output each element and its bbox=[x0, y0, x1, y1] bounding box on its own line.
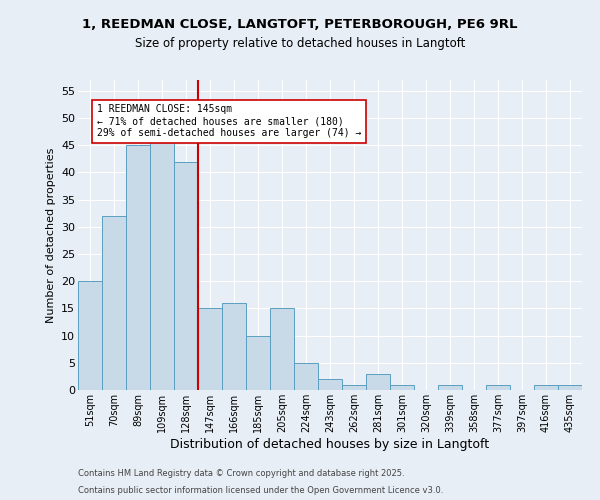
Bar bbox=[366, 374, 390, 390]
Bar bbox=[126, 146, 150, 390]
Bar bbox=[342, 384, 366, 390]
Bar bbox=[270, 308, 294, 390]
Bar bbox=[558, 384, 582, 390]
Text: Size of property relative to detached houses in Langtoft: Size of property relative to detached ho… bbox=[135, 38, 465, 51]
Bar bbox=[534, 384, 558, 390]
Bar bbox=[486, 384, 510, 390]
Bar bbox=[438, 384, 462, 390]
Bar bbox=[78, 281, 102, 390]
Bar bbox=[174, 162, 198, 390]
Bar bbox=[102, 216, 126, 390]
Bar bbox=[318, 379, 342, 390]
Bar bbox=[246, 336, 270, 390]
Text: Contains HM Land Registry data © Crown copyright and database right 2025.: Contains HM Land Registry data © Crown c… bbox=[78, 468, 404, 477]
Text: 1 REEDMAN CLOSE: 145sqm
← 71% of detached houses are smaller (180)
29% of semi-d: 1 REEDMAN CLOSE: 145sqm ← 71% of detache… bbox=[97, 104, 362, 138]
Bar bbox=[198, 308, 222, 390]
Bar bbox=[294, 363, 318, 390]
Text: Contains public sector information licensed under the Open Government Licence v3: Contains public sector information licen… bbox=[78, 486, 443, 495]
Bar bbox=[390, 384, 414, 390]
X-axis label: Distribution of detached houses by size in Langtoft: Distribution of detached houses by size … bbox=[170, 438, 490, 450]
Bar bbox=[222, 303, 246, 390]
Bar bbox=[150, 140, 174, 390]
Text: 1, REEDMAN CLOSE, LANGTOFT, PETERBOROUGH, PE6 9RL: 1, REEDMAN CLOSE, LANGTOFT, PETERBOROUGH… bbox=[82, 18, 518, 30]
Y-axis label: Number of detached properties: Number of detached properties bbox=[46, 148, 56, 322]
